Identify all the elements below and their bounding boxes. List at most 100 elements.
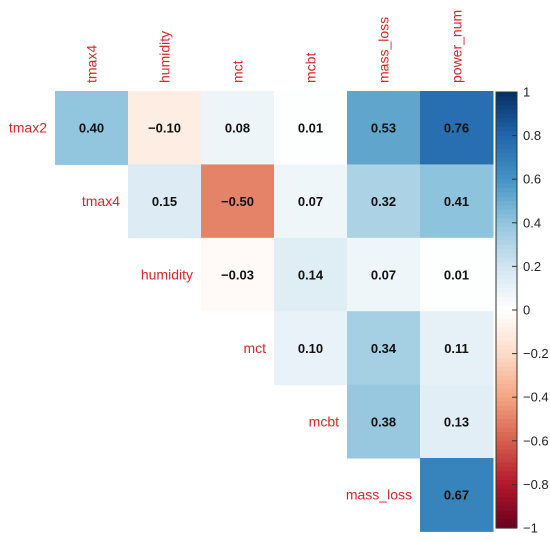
heatmap-cell-r0-c2 — [201, 91, 275, 165]
cell-value-r1-c3: 0.07 — [298, 194, 323, 209]
cell-value-r3-c4: 0.34 — [371, 341, 397, 356]
column-label-mass-loss: mass_loss — [376, 17, 392, 83]
cell-value-r4-c4: 0.38 — [371, 414, 396, 429]
column-label-power-num: power_num — [449, 10, 465, 83]
colorbar-segment — [496, 401, 517, 407]
cell-value-r0-c5: 0.76 — [444, 121, 469, 136]
heatmap-cell-r0-c4 — [347, 91, 421, 165]
colorbar-segment — [496, 310, 517, 315]
colorbar-segment — [496, 506, 517, 512]
colorbar-segment — [496, 344, 517, 350]
colorbar-tick-label: −0.2 — [523, 346, 549, 361]
colorbar-segment — [496, 501, 517, 507]
colorbar-tick-label: 0.6 — [523, 172, 541, 187]
colorbar-segment — [496, 480, 517, 485]
colorbar-segment — [496, 105, 517, 111]
colorbar-segment — [496, 331, 517, 337]
colorbar-segment — [496, 270, 517, 276]
heatmap-cell-r0-c1 — [128, 91, 202, 165]
colorbar-segment — [496, 257, 517, 263]
heatmap-cell-r3-c3 — [274, 311, 348, 386]
heatmap-cell-r5-c5 — [420, 458, 494, 532]
colorbar-segment — [496, 279, 517, 285]
cell-value-r1-c4: 0.32 — [371, 194, 396, 209]
colorbar-segment — [496, 471, 517, 477]
colorbar-segment — [496, 148, 517, 154]
cell-value-r0-c1: −0.10 — [148, 121, 181, 136]
cell-value-r2-c3: 0.14 — [298, 268, 324, 283]
colorbar-segment — [496, 126, 517, 132]
colorbar-segment — [496, 384, 517, 390]
colorbar-segment — [496, 292, 517, 298]
colorbar-tick-label: 0.8 — [523, 128, 541, 143]
heatmap-cell-r1-c4 — [347, 164, 421, 239]
heatmap-cell-r1-c2 — [201, 164, 275, 239]
colorbar-segment — [496, 96, 517, 102]
colorbar-segment — [496, 436, 517, 442]
colorbar-tick-label: −1 — [523, 521, 538, 536]
heatmap-cell-r1-c5 — [420, 164, 494, 239]
row-label-mcbt: mcbt — [309, 413, 339, 429]
cell-value-r3-c5: 0.11 — [444, 341, 469, 356]
column-label-mcbt: mcbt — [303, 53, 319, 83]
cell-value-r2-c5: 0.01 — [444, 268, 469, 283]
colorbar-segment — [496, 397, 517, 403]
colorbar-segment — [496, 466, 517, 472]
colorbar-segment — [496, 227, 517, 233]
colorbar-segment — [496, 414, 517, 420]
heatmap-cell-r2-c4 — [347, 237, 421, 312]
colorbar-segment — [496, 296, 517, 302]
colorbar-segment — [496, 100, 517, 106]
colorbar: 1 0.8 0.6 0.4 0.2 0 −0.2 −0.4 −0.6 −0.8 −1 — [495, 85, 549, 536]
heatmap-cells — [55, 91, 494, 532]
colorbar-segment — [496, 440, 517, 446]
heatmap-cell-r0-c3 — [274, 91, 348, 165]
colorbar-segment — [496, 353, 517, 359]
colorbar-segment — [496, 157, 517, 163]
cell-value-r0-c4: 0.53 — [371, 121, 396, 136]
colorbar-segment — [496, 131, 517, 137]
colorbar-segment — [496, 161, 517, 167]
heatmap-cell-r2-c3 — [274, 237, 348, 312]
colorbar-segment — [496, 497, 517, 503]
colorbar-segment — [496, 484, 517, 490]
colorbar-tick-label: −0.4 — [523, 390, 549, 405]
colorbar-segment — [496, 201, 517, 206]
colorbar-segment — [496, 240, 517, 246]
cell-value-r4-c5: 0.13 — [444, 414, 469, 429]
heatmap-cell-r4-c4 — [347, 384, 421, 459]
column-label-mct: mct — [230, 60, 246, 83]
colorbar-segment — [496, 349, 517, 355]
colorbar-segment — [496, 488, 517, 494]
row-label-humidity: humidity — [141, 267, 193, 283]
colorbar-segment — [496, 379, 517, 385]
heatmap-cell-r1-c1 — [128, 164, 202, 239]
heatmap-cell-r4-c5 — [420, 384, 494, 459]
colorbar-tick-label: −0.6 — [523, 433, 549, 448]
colorbar-segment — [496, 253, 517, 259]
colorbar-segment — [496, 144, 517, 150]
colorbar-segment — [496, 523, 517, 529]
cell-value-r0-c3: 0.01 — [298, 121, 323, 136]
colorbar-segment — [496, 510, 517, 516]
colorbar-segment — [496, 453, 517, 459]
colorbar-segment — [496, 113, 517, 119]
colorbar-segment — [496, 266, 517, 272]
colorbar-segment — [496, 305, 517, 311]
row-label-mct: mct — [243, 340, 266, 356]
colorbar-segment — [496, 323, 517, 329]
colorbar-tick-label: 0 — [523, 303, 530, 318]
colorbar-segment — [496, 222, 517, 228]
colorbar-tick-label: 1 — [523, 85, 530, 100]
colorbar-segment — [496, 170, 517, 176]
colorbar-segment — [496, 301, 517, 307]
column-labels: tmax4 humidity mct mcbt mass_loss power_num — [84, 10, 465, 83]
colorbar-segment — [496, 371, 517, 376]
colorbar-segment — [496, 336, 517, 342]
colorbar-segment — [496, 139, 517, 145]
heatmap-cell-r2-c5 — [420, 237, 494, 312]
colorbar-segment — [496, 231, 517, 237]
colorbar-segment — [496, 357, 517, 363]
colorbar-segment — [496, 205, 517, 211]
colorbar-segment — [496, 388, 517, 394]
